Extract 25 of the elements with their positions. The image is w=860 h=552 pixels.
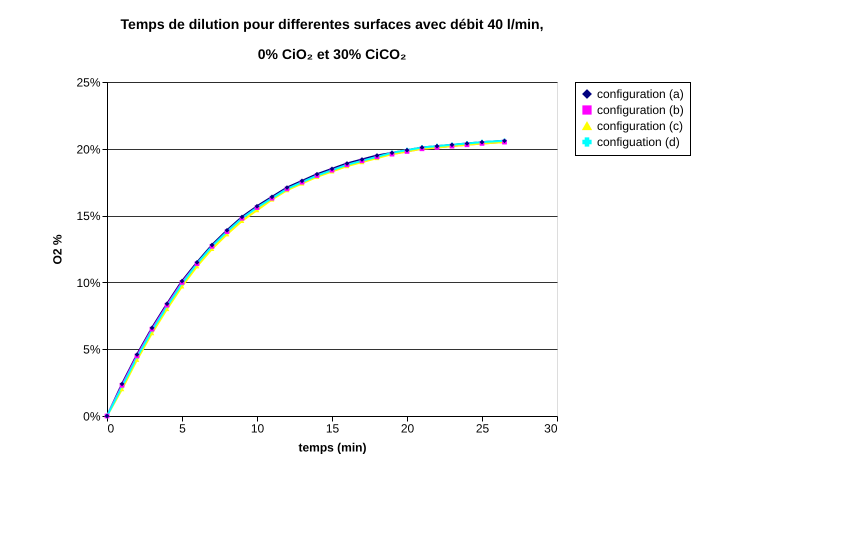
x-tick-label: 30 [544,422,558,436]
point [120,387,124,392]
legend-label: configuration (c) [597,119,684,133]
y-tick-label: 10% [76,276,101,290]
y-axis-title: O2 % [50,234,64,265]
legend-label: configuation (d) [597,135,680,149]
x-tick-label: 10 [250,422,264,436]
text: Temps de dilution pour differentes surfaces avec débit 40 l/min, [120,16,544,32]
x-axis-title: temps (min) [298,440,367,454]
legend-label: configuration (b) [597,103,684,117]
y-tick-label: 5% [83,342,101,357]
x-tick-label: 0 [108,422,114,436]
x-tick-label: 25 [476,422,490,436]
legend-label: configuration (a) [597,87,684,101]
x-tick-label: 20 [400,422,414,436]
point [164,307,170,312]
x-tick-label: 15 [326,422,340,436]
y-tick-label: 25% [76,76,101,90]
point [180,284,184,288]
point [134,358,140,362]
text: 0% CiO₂ et 30% CiCO₂ [258,46,406,62]
y-tick-label: 0% [83,410,101,424]
y-tick-label: 20% [76,142,101,156]
y-tick-label: 15% [76,209,101,224]
x-tick-label: 5 [179,422,186,436]
